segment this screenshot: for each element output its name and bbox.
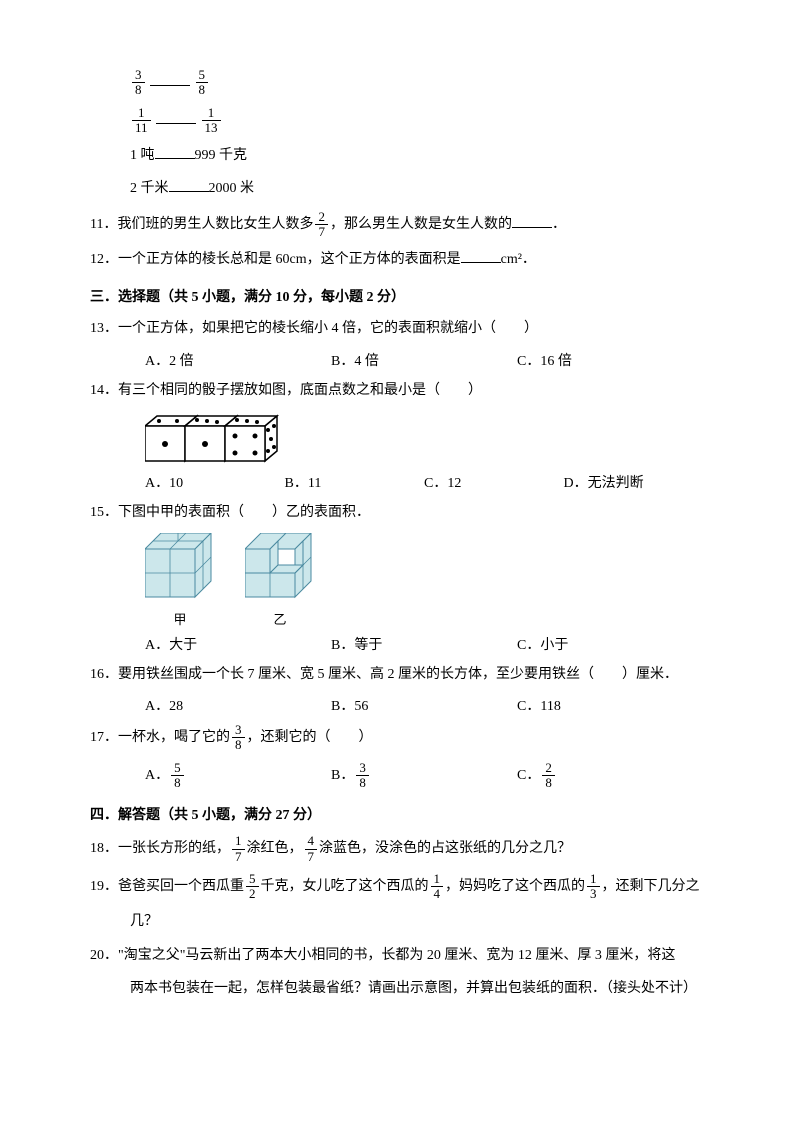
q15-options: A．大于 B．等于 C．小于 [90, 634, 703, 654]
text: 19．爸爸买回一个西瓜重 [90, 879, 244, 894]
frac-5-2: 52 [246, 872, 259, 902]
text: ，妈妈吃了这个西瓜的 [445, 879, 585, 894]
q15-stem: 15．下图中甲的表面积（ ）乙的表面积． [90, 500, 703, 525]
option-a[interactable]: A．大于 [145, 634, 331, 654]
frac-5-8: 58 [196, 68, 209, 98]
q10-line4: 2 千米 2000 米 [90, 176, 703, 201]
text: 涂红色， [247, 841, 303, 856]
option-a[interactable]: A．28 [145, 695, 331, 715]
blank-field[interactable] [512, 213, 552, 228]
q17-stem: 17．一杯水，喝了它的38，还剩它的（ ） [90, 723, 703, 753]
text: 18．一张长方形的纸， [90, 841, 230, 856]
q20-l2: 两本书包装在一起，怎样包装最省纸？请画出示意图，并算出包装纸的面积．（接头处不计… [90, 976, 703, 1001]
frac-1-4: 14 [431, 872, 444, 902]
q10-line1: 38 58 [90, 68, 703, 98]
option-c[interactable]: C．118 [517, 695, 703, 715]
blank-field[interactable] [156, 109, 196, 124]
text: 11．我们班的男生人数比女生人数多 [90, 217, 313, 232]
frac-2-7: 27 [315, 210, 328, 240]
frac-3-8: 38 [132, 68, 145, 98]
frac-1-7: 17 [232, 834, 245, 864]
blank-field[interactable] [461, 248, 501, 263]
frac-3-8: 38 [232, 723, 245, 753]
option-a[interactable]: A．58 [145, 761, 331, 791]
option-b[interactable]: B．4 倍 [331, 350, 517, 370]
blank-field[interactable] [150, 71, 190, 86]
text: 千克，女儿吃了这个西瓜的 [261, 879, 429, 894]
frac-1-3: 13 [587, 872, 600, 902]
frac-1-13: 113 [202, 106, 221, 136]
frac-1-11: 111 [132, 106, 151, 136]
q19-l2: 几？ [90, 909, 703, 934]
blank-field[interactable] [169, 177, 209, 192]
q12: 12．一个正方体的棱长总和是 60cm，这个正方体的表面积是 cm²． [90, 247, 703, 272]
dice-image [145, 411, 305, 466]
option-b[interactable]: B．56 [331, 695, 517, 715]
q14-stem: 14．有三个相同的骰子摆放如图，底面点数之和最小是（ ） [90, 378, 703, 403]
blank-field[interactable] [155, 144, 195, 159]
q13-options: A．2 倍 B．4 倍 C．16 倍 [90, 350, 703, 370]
text: cm²． [501, 252, 536, 267]
option-c[interactable]: C．12 [424, 472, 564, 492]
q14-options: A．10 B．11 C．12 D．无法判断 [90, 472, 703, 492]
text: 2000 米 [209, 181, 255, 196]
q10-line3: 1 吨 999 千克 [90, 143, 703, 168]
section-3-title: 三．选择题（共 5 小题，满分 10 分，每小题 2 分） [90, 286, 703, 306]
text: ． [552, 217, 566, 232]
label-yi: 乙 [245, 609, 315, 628]
q10-line2: 111 113 [90, 106, 703, 136]
text: ，还剩下几分之 [602, 879, 700, 894]
option-b[interactable]: B．38 [331, 761, 517, 791]
text: 涂蓝色，没涂色的占这张纸的几分之几？ [319, 841, 571, 856]
q16-options: A．28 B．56 C．118 [90, 695, 703, 715]
q13-stem: 13．一个正方体，如果把它的棱长缩小 4 倍，它的表面积就缩小（ ） [90, 316, 703, 341]
text: 2 千米 [130, 181, 169, 196]
option-b[interactable]: B．11 [285, 472, 425, 492]
text: 17．一杯水，喝了它的 [90, 730, 230, 745]
option-a[interactable]: A．10 [145, 472, 285, 492]
cube-yi: 乙 [245, 533, 315, 628]
text: 12．一个正方体的棱长总和是 60cm，这个正方体的表面积是 [90, 252, 461, 267]
option-b[interactable]: B．等于 [331, 634, 517, 654]
option-c[interactable]: C．小于 [517, 634, 703, 654]
text: ，还剩它的（ ） [247, 730, 373, 745]
page-root: 38 58 111 113 1 吨 999 千克 2 千米 2000 米 11．我们… [0, 0, 793, 1049]
q20-l1: 20．"淘宝之父"马云新出了两本大小相同的书，长都为 20 厘米、宽为 12 厘… [90, 943, 703, 968]
text: 1 吨 [130, 148, 155, 163]
cube-jia: 甲 [145, 533, 215, 628]
text: ，那么男生人数是女生人数的 [330, 217, 512, 232]
q17-options: A．58 B．38 C．28 [90, 761, 703, 791]
q16-stem: 16．要用铁丝围成一个长 7 厘米、宽 5 厘米、高 2 厘米的长方体，至少要用… [90, 662, 703, 687]
option-c[interactable]: C．28 [517, 761, 703, 791]
option-c[interactable]: C．16 倍 [517, 350, 703, 370]
q15-figures: 甲 [145, 533, 703, 628]
option-d[interactable]: D．无法判断 [564, 472, 704, 492]
frac-4-7: 47 [305, 834, 318, 864]
section-4-title: 四．解答题（共 5 小题，满分 27 分） [90, 804, 703, 824]
text: 999 千克 [195, 148, 248, 163]
q18: 18．一张长方形的纸，17涂红色，47涂蓝色，没涂色的占这张纸的几分之几？ [90, 834, 703, 864]
option-a[interactable]: A．2 倍 [145, 350, 331, 370]
q19-l1: 19．爸爸买回一个西瓜重52千克，女儿吃了这个西瓜的14，妈妈吃了这个西瓜的13… [90, 872, 703, 902]
q11: 11．我们班的男生人数比女生人数多27，那么男生人数是女生人数的 ． [90, 210, 703, 240]
label-jia: 甲 [145, 609, 215, 628]
